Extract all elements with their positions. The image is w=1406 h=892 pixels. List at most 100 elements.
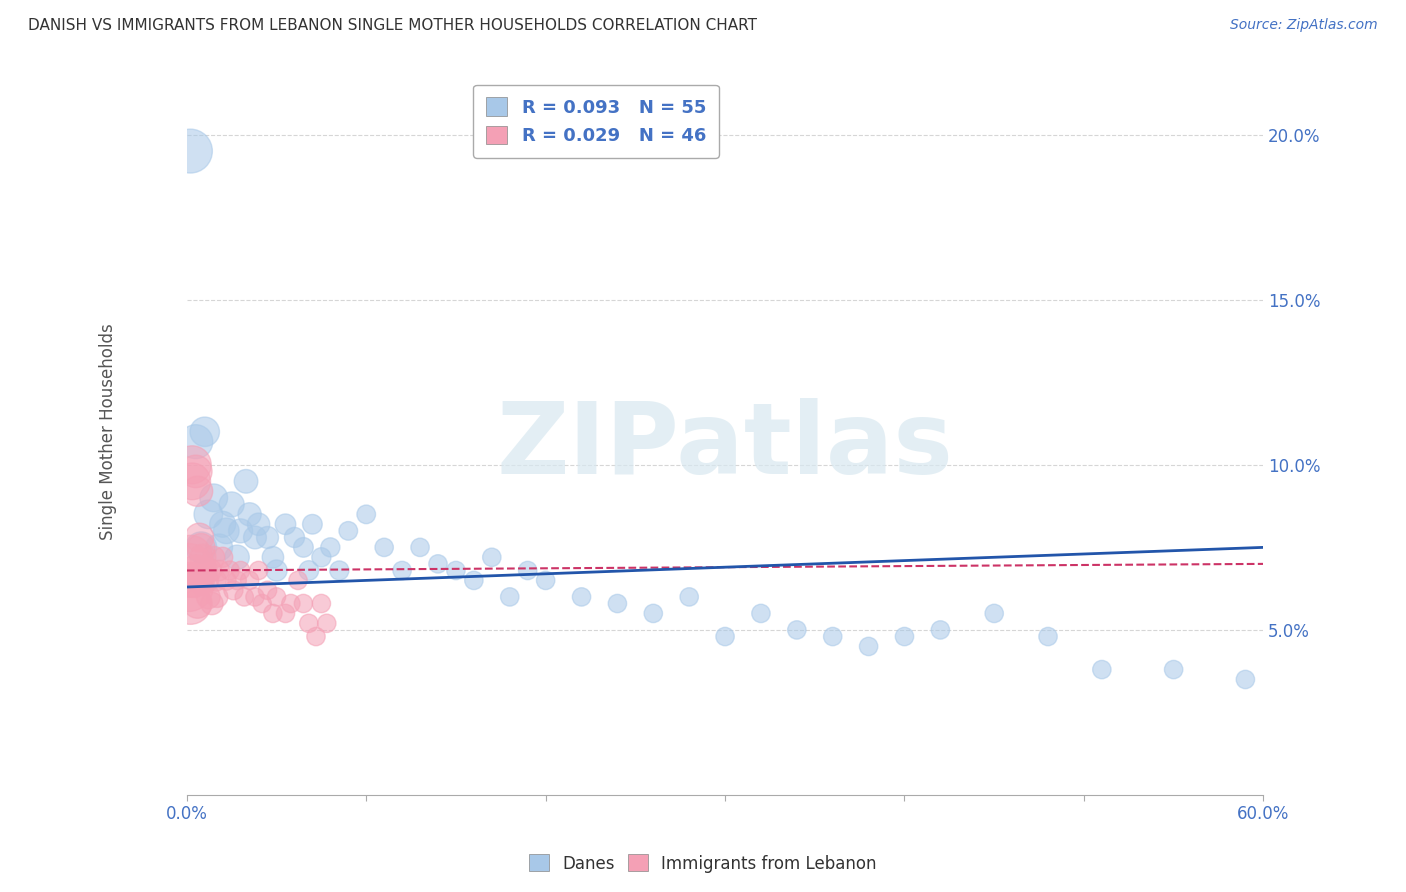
Point: [211, 550, 233, 565]
Point: [678, 590, 700, 604]
Point: [444, 564, 467, 578]
Point: [287, 574, 309, 588]
Point: [195, 574, 218, 588]
Point: [202, 491, 225, 505]
Point: [190, 541, 212, 555]
Point: [229, 524, 252, 538]
Point: [427, 557, 450, 571]
Point: [301, 517, 323, 532]
Point: [179, 550, 201, 565]
Point: [1036, 630, 1059, 644]
Point: [311, 597, 333, 611]
Point: [274, 517, 297, 532]
Point: [204, 574, 226, 588]
Point: [222, 583, 245, 598]
Point: [177, 564, 200, 578]
Point: [198, 564, 221, 578]
Point: [247, 517, 270, 532]
Point: [643, 607, 665, 621]
Point: [250, 597, 273, 611]
Point: [194, 425, 217, 439]
Point: [202, 550, 225, 565]
Point: [266, 564, 288, 578]
Point: [184, 564, 207, 578]
Point: [328, 564, 350, 578]
Text: ZIPatlas: ZIPatlas: [496, 398, 953, 495]
Point: [1091, 663, 1114, 677]
Point: [197, 590, 219, 604]
Legend: Danes, Immigrants from Lebanon: Danes, Immigrants from Lebanon: [523, 847, 883, 880]
Point: [821, 630, 844, 644]
Point: [274, 607, 297, 621]
Point: [207, 590, 229, 604]
Point: [201, 597, 224, 611]
Point: [179, 597, 201, 611]
Point: [197, 508, 219, 522]
Point: [187, 484, 209, 499]
Point: [183, 574, 205, 588]
Point: [262, 550, 284, 565]
Point: [298, 616, 321, 631]
Point: [1234, 673, 1257, 687]
Point: [571, 590, 593, 604]
Point: [243, 590, 266, 604]
Point: [179, 144, 201, 158]
Point: [211, 517, 233, 532]
Point: [239, 574, 262, 588]
Point: [256, 531, 278, 545]
Point: [218, 564, 240, 578]
Point: [606, 597, 628, 611]
Point: [893, 630, 915, 644]
Point: [409, 541, 432, 555]
Point: [262, 607, 284, 621]
Legend: R = 0.093   N = 55, R = 0.029   N = 46: R = 0.093 N = 55, R = 0.029 N = 46: [472, 85, 718, 158]
Point: [786, 623, 808, 637]
Point: [858, 640, 880, 654]
Point: [283, 531, 305, 545]
Y-axis label: Single Mother Households: Single Mother Households: [100, 324, 117, 541]
Point: [373, 541, 395, 555]
Text: DANISH VS IMMIGRANTS FROM LEBANON SINGLE MOTHER HOUSEHOLDS CORRELATION CHART: DANISH VS IMMIGRANTS FROM LEBANON SINGLE…: [28, 18, 756, 33]
Point: [481, 550, 503, 565]
Point: [181, 458, 204, 472]
Point: [184, 464, 207, 478]
Point: [243, 531, 266, 545]
Point: [983, 607, 1005, 621]
Point: [187, 597, 209, 611]
Point: [221, 498, 243, 512]
Point: [749, 607, 772, 621]
Point: [233, 590, 256, 604]
Point: [1163, 663, 1185, 677]
Point: [181, 475, 204, 489]
Point: [319, 541, 342, 555]
Point: [208, 564, 231, 578]
Point: [194, 564, 217, 578]
Point: [184, 434, 207, 449]
Point: [256, 583, 278, 598]
Point: [337, 524, 360, 538]
Text: Source: ZipAtlas.com: Source: ZipAtlas.com: [1230, 18, 1378, 32]
Point: [188, 531, 211, 545]
Point: [305, 630, 328, 644]
Point: [266, 590, 288, 604]
Point: [499, 590, 522, 604]
Point: [226, 574, 249, 588]
Point: [247, 564, 270, 578]
Point: [215, 524, 238, 538]
Point: [315, 616, 337, 631]
Point: [292, 597, 315, 611]
Point: [311, 550, 333, 565]
Point: [280, 597, 302, 611]
Point: [292, 541, 315, 555]
Point: [298, 564, 321, 578]
Point: [463, 574, 485, 588]
Point: [229, 564, 252, 578]
Point: [235, 475, 257, 489]
Point: [534, 574, 557, 588]
Point: [215, 574, 238, 588]
Point: [714, 630, 737, 644]
Point: [929, 623, 952, 637]
Point: [354, 508, 377, 522]
Point: [191, 550, 214, 565]
Point: [208, 541, 231, 555]
